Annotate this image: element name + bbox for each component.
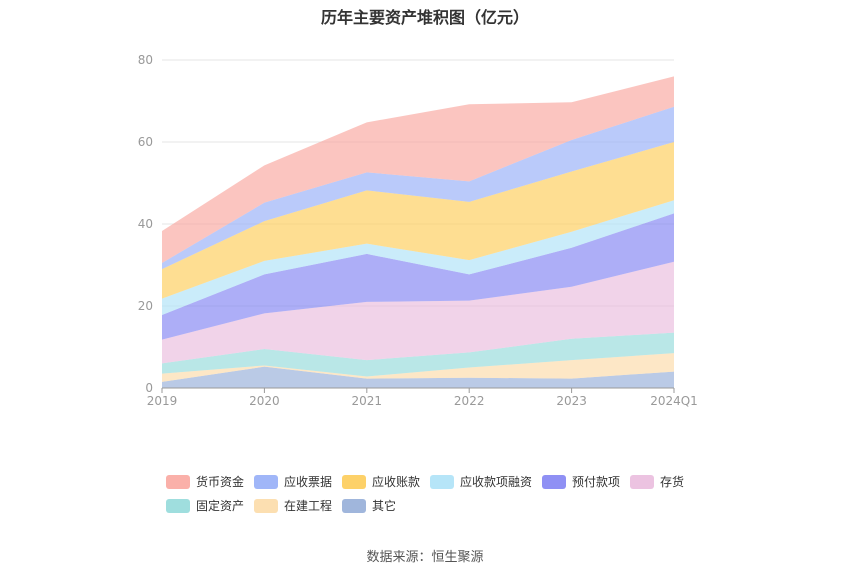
legend-swatch [254, 474, 278, 489]
legend-label: 应收款项融资 [460, 475, 533, 489]
area-series-其它[interactable] [162, 366, 674, 388]
area-series-应收账款[interactable] [162, 142, 674, 299]
area-series-应收款项融资[interactable] [162, 200, 674, 316]
legend-swatch [542, 474, 566, 489]
legend-label: 其它 [372, 499, 397, 513]
x-tick-label: 2020 [249, 394, 280, 408]
x-tick-label: 2021 [352, 394, 383, 408]
y-tick-label: 80 [138, 53, 153, 67]
legend-label: 固定资产 [196, 499, 245, 513]
area-series-货币资金[interactable] [162, 76, 674, 263]
legend-item[interactable]: 固定资产 [166, 497, 244, 514]
legend-item[interactable]: 应收票据 [254, 473, 332, 490]
legend-label: 在建工程 [284, 499, 333, 513]
legend-label: 货币资金 [196, 475, 245, 489]
x-tick-label: 2019 [147, 394, 178, 408]
legend-item[interactable]: 货币资金 [166, 473, 244, 490]
y-tick-label: 20 [138, 299, 153, 313]
area-series-应收票据[interactable] [162, 106, 674, 270]
legend-label: 存货 [660, 475, 685, 489]
legend-item[interactable]: 应收账款 [342, 473, 420, 490]
chart-title: 历年主要资产堆积图（亿元） [320, 8, 529, 27]
legend-item[interactable]: 其它 [342, 497, 396, 514]
x-tick-label: 2024Q1 [650, 394, 698, 408]
legend-label: 应收票据 [284, 475, 333, 489]
legend-swatch [166, 498, 190, 513]
legend-item[interactable]: 预付款项 [542, 473, 620, 490]
area-series-固定资产[interactable] [162, 332, 674, 377]
legend-item[interactable]: 应收款项融资 [430, 473, 532, 490]
area-series-在建工程[interactable] [162, 353, 674, 382]
x-tick-label: 2022 [454, 394, 485, 408]
legend-swatch [430, 474, 454, 489]
area-series-存货[interactable] [162, 261, 674, 364]
legend-swatch [630, 474, 654, 489]
y-tick-label: 0 [145, 381, 153, 395]
legend-swatch [166, 474, 190, 489]
y-tick-label: 60 [138, 135, 153, 149]
area-series-预付款项[interactable] [162, 213, 674, 340]
legend-swatch [342, 474, 366, 489]
y-tick-label: 40 [138, 217, 153, 231]
data-source: 数据来源：恒生聚源 [366, 550, 484, 565]
legend-swatch [342, 498, 366, 513]
legend-label: 应收账款 [372, 475, 421, 489]
x-tick-label: 2023 [556, 394, 587, 408]
legend-item[interactable]: 在建工程 [254, 497, 332, 514]
legend-label: 预付款项 [572, 475, 621, 489]
legend-swatch [254, 498, 278, 513]
legend-item[interactable]: 存货 [630, 473, 684, 490]
